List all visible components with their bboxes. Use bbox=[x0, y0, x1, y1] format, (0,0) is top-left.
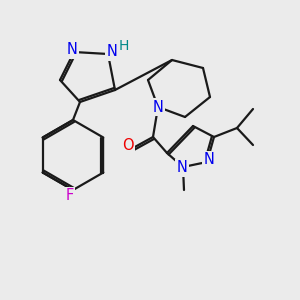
Text: O: O bbox=[122, 139, 134, 154]
Text: N: N bbox=[106, 44, 117, 59]
Text: H: H bbox=[119, 39, 129, 53]
Text: N: N bbox=[67, 43, 77, 58]
Text: F: F bbox=[66, 188, 74, 203]
Text: N: N bbox=[177, 160, 188, 175]
Text: N: N bbox=[153, 100, 164, 115]
Text: N: N bbox=[204, 152, 214, 167]
